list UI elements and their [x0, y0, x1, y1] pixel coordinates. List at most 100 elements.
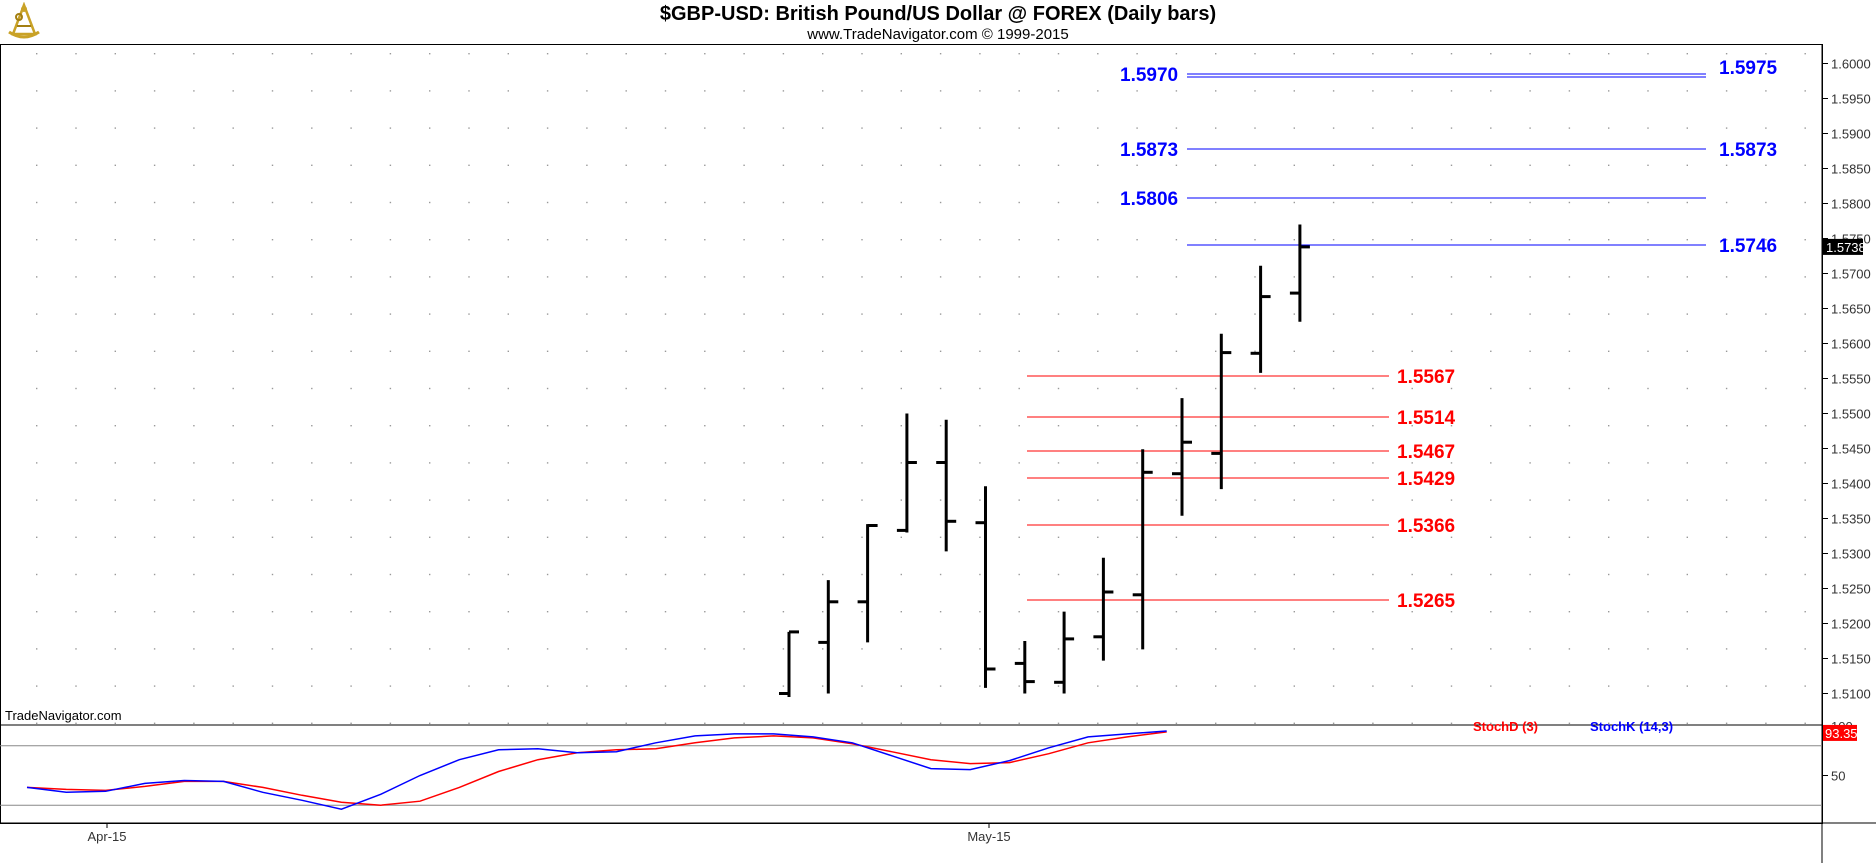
grid-dot — [1725, 611, 1728, 613]
grid-dot — [1647, 164, 1649, 166]
grid-dot — [1332, 350, 1335, 352]
grid-dot — [1136, 685, 1138, 687]
grid-dot — [1136, 350, 1138, 352]
grid-dot — [1647, 127, 1649, 129]
grid-dot — [822, 90, 824, 92]
grid-dot — [232, 53, 234, 55]
grid-dot — [114, 350, 116, 352]
grid-dot — [507, 90, 509, 92]
grid-dot — [1097, 350, 1099, 352]
grid-dot — [153, 387, 156, 390]
grid-dot — [1215, 499, 1217, 501]
ohlc-bar — [1289, 224, 1310, 322]
grid-dot — [1725, 350, 1728, 352]
grid-dot — [429, 722, 431, 724]
grid-dot — [1293, 53, 1295, 55]
grid-dot — [1804, 239, 1806, 241]
grid-dot — [1372, 276, 1374, 278]
grid-dot — [1136, 387, 1138, 390]
grid-dot — [1254, 648, 1256, 650]
grid-dot — [1372, 462, 1374, 464]
grid-dot — [311, 276, 313, 278]
grid-dot — [939, 350, 942, 352]
grid-dot — [311, 462, 313, 464]
grid-dot — [743, 387, 745, 390]
grid-dot — [36, 276, 38, 278]
grid-dot — [1686, 164, 1688, 166]
grid-dot — [1018, 536, 1020, 538]
grid-dot — [1490, 127, 1492, 129]
grid-dot — [1293, 276, 1295, 278]
grid-dot — [1765, 685, 1767, 687]
ohlc-bar — [1172, 398, 1192, 516]
grid-dot — [782, 685, 785, 687]
grid-dot — [1529, 239, 1531, 241]
grid-dot — [1608, 462, 1610, 464]
grid-dot — [1057, 685, 1060, 687]
grid-dot — [1411, 350, 1413, 352]
grid-dot — [1490, 648, 1492, 650]
ohlc-bar — [936, 419, 957, 552]
grid-dot — [1529, 276, 1531, 278]
grid-dot — [1136, 164, 1138, 166]
grid-dot — [1097, 499, 1099, 501]
grid-dot — [1332, 127, 1335, 129]
grid-dot — [193, 573, 195, 576]
grid-dot — [586, 127, 588, 129]
grid-dot — [1018, 239, 1020, 241]
grid-dot — [1568, 313, 1571, 315]
grid-dot — [979, 350, 981, 352]
grid-dot — [782, 425, 785, 427]
grid-dot — [782, 648, 785, 650]
grid-dot — [1529, 536, 1531, 538]
grid-dot — [586, 313, 588, 315]
grid-dot — [1332, 387, 1335, 390]
grid-dot — [468, 425, 470, 427]
grid-dot — [75, 53, 77, 55]
grid-dot — [1568, 536, 1571, 538]
last-price-label: 1.5738 — [1826, 240, 1866, 255]
grid-dot — [1293, 499, 1295, 501]
grid-dot — [1765, 53, 1767, 55]
grid-dot — [900, 685, 902, 687]
ohlc-bar — [1132, 449, 1153, 650]
grid-dot — [271, 90, 274, 92]
grid-dot — [1254, 276, 1256, 278]
grid-dot — [1765, 239, 1767, 241]
grid-dot — [507, 499, 509, 501]
grid-dot — [704, 387, 706, 390]
grid-dot — [468, 648, 470, 650]
grid-dot — [664, 239, 667, 241]
grid-dot — [1804, 127, 1806, 129]
grid-dot — [507, 276, 509, 278]
grid-dot — [900, 164, 902, 166]
grid-dot — [1175, 648, 1178, 650]
resistance-left-label: 1.5806 — [1120, 189, 1178, 210]
support-label: 1.5514 — [1397, 408, 1456, 429]
grid-dot — [1136, 53, 1138, 55]
grid-dot — [232, 387, 234, 390]
grid-dot — [586, 239, 588, 241]
grid-dot — [1097, 536, 1099, 538]
grid-dot — [507, 239, 509, 241]
grid-dot — [743, 53, 745, 55]
grid-dot — [1175, 685, 1178, 687]
grid-dot — [1136, 127, 1138, 129]
grid-dot — [1765, 201, 1767, 204]
grid-dot — [1568, 722, 1571, 724]
grid-dot — [979, 573, 981, 576]
grid-dot — [861, 239, 863, 241]
plot-border — [0, 44, 1823, 824]
grid-dot — [193, 425, 195, 427]
grid-dot — [153, 611, 156, 613]
grid-dot — [822, 53, 824, 55]
grid-dot — [1450, 648, 1453, 650]
grid-dot — [1372, 53, 1374, 55]
grid-dot — [1097, 201, 1099, 204]
grid-dot — [625, 53, 627, 55]
grid-dot — [664, 201, 667, 204]
grid-dot — [1293, 201, 1295, 204]
grid-dot — [232, 648, 234, 650]
grid-dot — [1057, 722, 1060, 724]
grid-dot — [782, 722, 785, 724]
